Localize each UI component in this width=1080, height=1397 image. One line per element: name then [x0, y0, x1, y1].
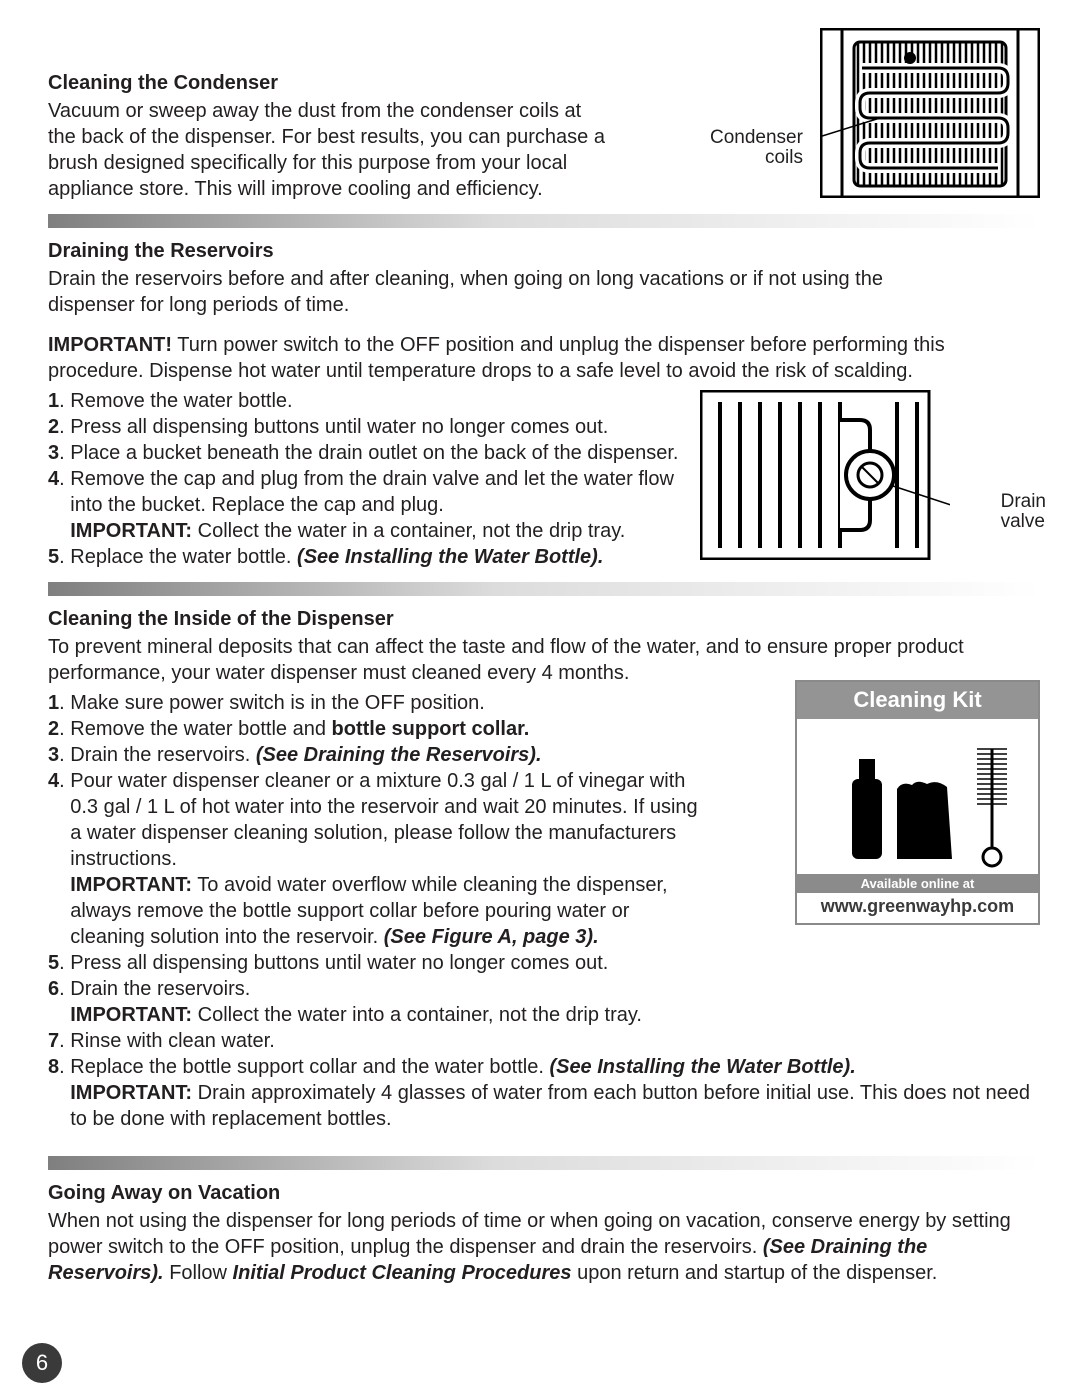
heading: Cleaning the Inside of the Dispenser [48, 606, 1040, 632]
list-item: 4. Pour water dispenser cleaner or a mix… [48, 768, 698, 950]
heading: Going Away on Vacation [48, 1180, 1040, 1206]
drain-valve-label: Drain valve [1001, 492, 1046, 532]
body-text: Drain the reservoirs before and after cl… [48, 266, 948, 318]
drain-illustration [700, 390, 950, 560]
list-item: 7. Rinse with clean water. [48, 1028, 1040, 1054]
condenser-figure: Condenser coils [720, 28, 1040, 198]
step-text: Rinse with clean water. [70, 1028, 1040, 1054]
page-number: 6 [36, 1349, 48, 1378]
step-text: Drain the reservoirs. [70, 978, 250, 1000]
reference: (See Installing the Water Bottle). [549, 1056, 855, 1078]
body-text: Vacuum or sweep away the dust from the c… [48, 98, 608, 202]
kit-illustration [797, 719, 1038, 874]
important-body: Turn power switch to the OFF position an… [48, 334, 945, 382]
list-item: 6. Drain the reservoirs. IMPORTANT: Coll… [48, 976, 1040, 1028]
divider [48, 582, 1040, 596]
step-text: Remove the water bottle and [70, 718, 331, 740]
step-text: Drain the reservoirs. [70, 744, 256, 766]
divider [48, 1156, 1040, 1170]
important-prefix: IMPORTANT! [48, 334, 172, 356]
manual-page: Condenser coils [0, 0, 1080, 1286]
page-number-badge: 6 [22, 1343, 62, 1383]
kit-footer: Available online at [797, 874, 1038, 894]
body-b: Follow [169, 1262, 232, 1284]
important-note: IMPORTANT! Turn power switch to the OFF … [48, 332, 948, 384]
step-text: Pour water dispenser cleaner or a mixtur… [70, 770, 697, 870]
kit-title: Cleaning Kit [797, 682, 1038, 719]
label-text: Drain [1001, 491, 1046, 512]
body-text: To prevent mineral deposits that can aff… [48, 634, 1040, 686]
step-text: Press all dispensing buttons until water… [70, 414, 688, 440]
label-text: coils [765, 147, 803, 168]
step-text: Remove the cap and plug from the drain v… [70, 468, 674, 516]
step-text: Replace the water bottle. [70, 546, 297, 568]
important-prefix: IMPORTANT: [70, 1004, 192, 1026]
condenser-illustration [820, 28, 1040, 198]
label-text: Condenser [710, 127, 803, 148]
cleaning-kit-callout: Cleaning Kit Ava [795, 680, 1040, 925]
step-text: Place a bucket beneath the drain outlet … [70, 440, 688, 466]
kit-url: www.greenwayhp.com [797, 893, 1038, 922]
body-c: upon return and startup of the dispenser… [577, 1262, 937, 1284]
list-item: 1. Remove the water bottle. [48, 388, 688, 414]
drain-figure: Drain valve [700, 390, 1040, 567]
step-text-bold: bottle support collar. [332, 718, 530, 740]
important-body: Collect the water in a container, not th… [192, 520, 625, 542]
list-item: 2. Press all dispensing buttons until wa… [48, 414, 688, 440]
divider [48, 214, 1040, 228]
heading: Draining the Reservoirs [48, 238, 1040, 264]
list-item: 4. Remove the cap and plug from the drai… [48, 466, 688, 544]
label-text: valve [1001, 511, 1045, 532]
important-body: Drain approximately 4 glasses of water f… [70, 1082, 1030, 1130]
list-item: 5. Replace the water bottle. (See Instal… [48, 544, 688, 570]
step-text: Remove the water bottle. [70, 388, 688, 414]
step-text: Replace the bottle support collar and th… [70, 1056, 549, 1078]
step-text: Press all dispensing buttons until water… [70, 950, 1040, 976]
reference2: Initial Product Cleaning Procedures [233, 1262, 572, 1284]
list-item: 8. Replace the bottle support collar and… [48, 1054, 1040, 1132]
steps-list: 1. Remove the water bottle. 2. Press all… [48, 388, 688, 570]
important-body: Collect the water into a container, not … [192, 1004, 642, 1026]
body-text: When not using the dispenser for long pe… [48, 1208, 1040, 1286]
condenser-coils-label: Condenser coils [710, 128, 803, 168]
important-prefix: IMPORTANT: [70, 520, 192, 542]
list-item: 3. Place a bucket beneath the drain outl… [48, 440, 688, 466]
list-item: 5. Press all dispensing buttons until wa… [48, 950, 1040, 976]
important-prefix: IMPORTANT: [70, 874, 192, 896]
reference: (See Draining the Reservoirs). [256, 744, 542, 766]
important-prefix: IMPORTANT: [70, 1082, 192, 1104]
reference: (See Figure A, page 3). [384, 926, 599, 948]
section-vacation: Going Away on Vacation When not using th… [48, 1180, 1040, 1286]
reference: (See Installing the Water Bottle). [297, 546, 603, 568]
